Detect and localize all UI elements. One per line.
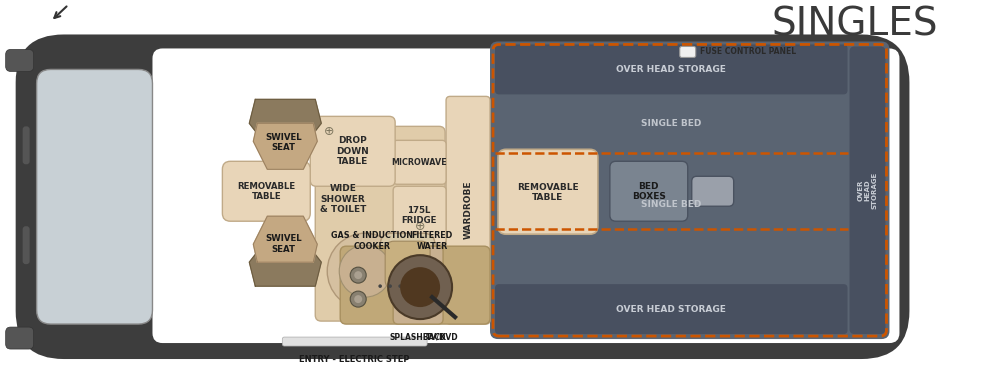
Text: SPLASHBACK: SPLASHBACK — [390, 332, 447, 341]
FancyBboxPatch shape — [23, 126, 30, 164]
Polygon shape — [253, 123, 317, 169]
FancyBboxPatch shape — [498, 149, 598, 234]
Circle shape — [388, 255, 452, 319]
FancyBboxPatch shape — [393, 140, 446, 184]
FancyBboxPatch shape — [282, 337, 427, 346]
FancyBboxPatch shape — [490, 41, 889, 339]
FancyBboxPatch shape — [495, 284, 848, 334]
Text: TV/DVD: TV/DVD — [426, 332, 458, 341]
Circle shape — [400, 267, 440, 307]
FancyBboxPatch shape — [23, 226, 30, 264]
Text: BED
BOXES: BED BOXES — [632, 182, 666, 201]
FancyBboxPatch shape — [152, 49, 899, 343]
FancyBboxPatch shape — [495, 44, 848, 94]
FancyBboxPatch shape — [222, 161, 310, 221]
FancyBboxPatch shape — [393, 246, 443, 324]
Text: FILTERED
WATER: FILTERED WATER — [411, 232, 453, 251]
FancyBboxPatch shape — [380, 233, 435, 301]
Text: SINGLE BED: SINGLE BED — [641, 119, 701, 128]
Circle shape — [354, 271, 362, 279]
Text: ENTRY - ELECTRIC STEP: ENTRY - ELECTRIC STEP — [299, 354, 409, 363]
Text: WIDE
SHOWER
& TOILET: WIDE SHOWER & TOILET — [320, 184, 366, 214]
Text: OVER
HEAD
STORAGE: OVER HEAD STORAGE — [857, 172, 877, 209]
Circle shape — [327, 233, 403, 309]
FancyBboxPatch shape — [393, 186, 446, 244]
FancyBboxPatch shape — [16, 34, 909, 359]
Text: SINGLE BED: SINGLE BED — [641, 200, 701, 209]
Text: GAS & INDUCTION
COOKER: GAS & INDUCTION COOKER — [331, 232, 413, 251]
Circle shape — [350, 267, 366, 283]
FancyBboxPatch shape — [310, 116, 395, 186]
Text: SINGLES: SINGLES — [771, 5, 938, 44]
Text: DROP
DOWN
TABLE: DROP DOWN TABLE — [336, 136, 369, 166]
Circle shape — [354, 295, 362, 303]
Text: REMOVABLE
TABLE: REMOVABLE TABLE — [517, 183, 579, 202]
Text: REMOVABLE
TABLE: REMOVABLE TABLE — [237, 182, 295, 201]
Text: 175L
FRIDGE: 175L FRIDGE — [401, 205, 437, 225]
Text: ⊕: ⊕ — [324, 125, 334, 138]
FancyBboxPatch shape — [610, 161, 688, 221]
Circle shape — [388, 284, 392, 288]
FancyBboxPatch shape — [315, 126, 445, 321]
Text: SWIVEL
SEAT: SWIVEL SEAT — [265, 133, 302, 152]
Text: FUSE CONTROL PANEL: FUSE CONTROL PANEL — [700, 47, 796, 56]
Circle shape — [350, 291, 366, 307]
Circle shape — [339, 245, 391, 297]
Circle shape — [378, 284, 382, 288]
FancyBboxPatch shape — [37, 69, 152, 324]
FancyBboxPatch shape — [850, 47, 885, 334]
FancyBboxPatch shape — [680, 47, 696, 58]
Polygon shape — [249, 99, 321, 141]
FancyBboxPatch shape — [692, 176, 734, 206]
Text: OVER HEAD STORAGE: OVER HEAD STORAGE — [616, 65, 726, 74]
FancyBboxPatch shape — [446, 96, 490, 324]
Text: OVER HEAD STORAGE: OVER HEAD STORAGE — [616, 305, 726, 313]
FancyBboxPatch shape — [385, 241, 430, 289]
Text: MICROWAVE: MICROWAVE — [391, 158, 447, 167]
FancyBboxPatch shape — [6, 327, 34, 349]
Polygon shape — [249, 244, 321, 286]
Text: SWIVEL
SEAT: SWIVEL SEAT — [265, 235, 302, 254]
Polygon shape — [253, 216, 317, 262]
FancyBboxPatch shape — [340, 246, 490, 324]
Text: WARDROBE: WARDROBE — [464, 181, 473, 240]
Text: ⊕: ⊕ — [415, 220, 425, 233]
Circle shape — [398, 284, 402, 288]
FancyBboxPatch shape — [6, 49, 34, 71]
